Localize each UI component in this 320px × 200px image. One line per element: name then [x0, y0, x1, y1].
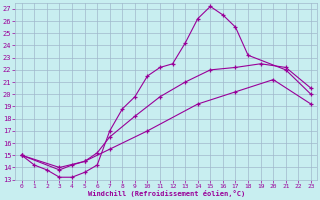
X-axis label: Windchill (Refroidissement éolien,°C): Windchill (Refroidissement éolien,°C)	[88, 190, 245, 197]
